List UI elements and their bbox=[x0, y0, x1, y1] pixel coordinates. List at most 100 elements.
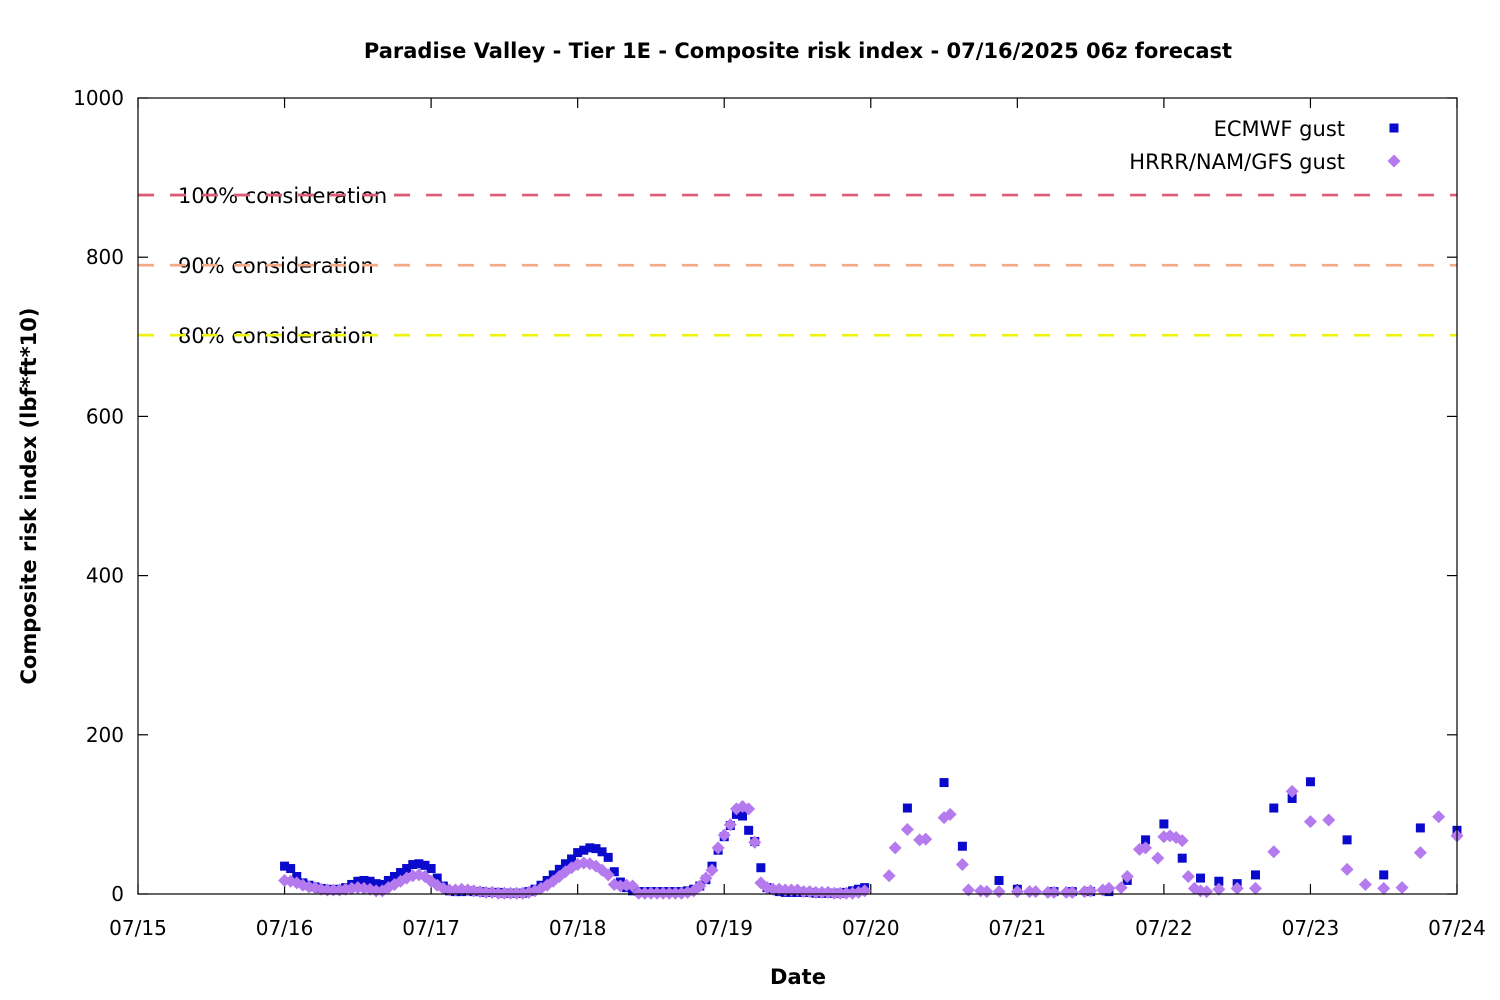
data-point bbox=[579, 845, 589, 855]
y-axis-label: Composite risk index (lbf*ft*10) bbox=[17, 307, 41, 684]
data-point bbox=[756, 863, 766, 873]
data-point bbox=[286, 864, 296, 874]
data-point bbox=[396, 868, 406, 878]
data-point bbox=[744, 825, 754, 835]
legend-marker bbox=[1389, 123, 1399, 133]
y-tick-label: 800 bbox=[86, 245, 124, 269]
data-point bbox=[567, 854, 577, 864]
data-point bbox=[1139, 841, 1153, 855]
data-point bbox=[705, 863, 719, 877]
data-point bbox=[359, 875, 369, 885]
data-point bbox=[711, 841, 725, 855]
data-point bbox=[957, 841, 967, 851]
data-point bbox=[1322, 813, 1336, 827]
data-point bbox=[1287, 793, 1297, 803]
x-tick-label: 07/20 bbox=[842, 916, 900, 940]
data-point bbox=[1065, 885, 1079, 899]
x-tick-label: 07/19 bbox=[695, 916, 753, 940]
data-point bbox=[1212, 882, 1226, 896]
x-tick-label: 07/24 bbox=[1428, 916, 1486, 940]
data-point bbox=[1358, 877, 1372, 891]
data-point bbox=[554, 864, 564, 874]
data-point bbox=[1377, 881, 1391, 895]
x-tick-label: 07/15 bbox=[109, 916, 167, 940]
data-point bbox=[408, 860, 418, 870]
x-tick-label: 07/23 bbox=[1282, 916, 1340, 940]
data-point bbox=[609, 867, 619, 877]
data-point bbox=[414, 859, 424, 869]
data-point bbox=[1267, 845, 1281, 859]
x-tick-label: 07/22 bbox=[1135, 916, 1193, 940]
data-point bbox=[432, 873, 442, 883]
data-point bbox=[738, 811, 748, 821]
data-point bbox=[994, 875, 1004, 885]
data-point bbox=[1340, 862, 1354, 876]
data-points bbox=[278, 777, 1464, 900]
data-point bbox=[961, 883, 975, 897]
data-point bbox=[1200, 885, 1214, 899]
data-point bbox=[919, 832, 933, 846]
data-point bbox=[939, 778, 949, 788]
y-tick-label: 1000 bbox=[73, 86, 124, 110]
data-point bbox=[1214, 876, 1224, 886]
data-point bbox=[1010, 885, 1024, 899]
legend-entry-label: HRRR/NAM/GFS gust bbox=[1129, 150, 1345, 174]
data-point bbox=[1305, 777, 1315, 787]
data-point bbox=[371, 879, 381, 889]
data-point bbox=[1413, 846, 1427, 860]
data-point bbox=[1120, 869, 1134, 883]
data-point bbox=[888, 841, 902, 855]
x-tick-label: 07/21 bbox=[989, 916, 1047, 940]
data-point bbox=[1342, 835, 1352, 845]
y-tick-label: 0 bbox=[111, 882, 124, 906]
data-point bbox=[383, 875, 393, 885]
data-point bbox=[1196, 873, 1206, 883]
data-point bbox=[1151, 851, 1165, 865]
data-point bbox=[1175, 834, 1189, 848]
series-diamond bbox=[278, 784, 1464, 900]
data-point bbox=[1303, 815, 1317, 829]
y-tick-label: 600 bbox=[86, 404, 124, 428]
legend-marker bbox=[1387, 154, 1401, 168]
data-point bbox=[900, 823, 914, 837]
y-tick-label: 200 bbox=[86, 723, 124, 747]
data-point bbox=[420, 860, 430, 870]
data-point bbox=[365, 876, 375, 886]
data-point bbox=[560, 859, 570, 869]
legend: ECMWF gust HRRR/NAM/GFS gust bbox=[1129, 117, 1401, 174]
y-axis-ticks: 0 200 400 600 800 1000 bbox=[73, 86, 1457, 906]
data-point bbox=[1415, 823, 1425, 833]
data-point bbox=[882, 869, 896, 883]
data-point bbox=[1230, 881, 1244, 895]
data-point bbox=[1047, 885, 1061, 899]
data-point bbox=[1029, 885, 1043, 899]
data-point bbox=[1379, 870, 1389, 880]
data-point bbox=[902, 803, 912, 813]
series-square bbox=[280, 777, 1462, 898]
y-tick-label: 400 bbox=[86, 564, 124, 588]
data-point bbox=[943, 807, 957, 821]
data-point bbox=[1395, 881, 1409, 895]
data-point bbox=[626, 879, 640, 893]
data-point bbox=[603, 852, 613, 862]
data-point bbox=[426, 864, 436, 874]
x-tick-label: 07/17 bbox=[402, 916, 460, 940]
data-point bbox=[748, 835, 762, 849]
data-point bbox=[591, 844, 601, 854]
data-point bbox=[1181, 869, 1195, 883]
data-point bbox=[389, 871, 399, 881]
data-point bbox=[280, 861, 290, 871]
data-point bbox=[1114, 881, 1128, 895]
x-tick-label: 07/16 bbox=[256, 916, 314, 940]
plot-area-frame bbox=[137, 97, 1458, 895]
data-point bbox=[1141, 835, 1151, 845]
data-point bbox=[597, 847, 607, 857]
data-point bbox=[1269, 803, 1279, 813]
data-point bbox=[723, 818, 737, 832]
data-point bbox=[1285, 784, 1299, 798]
data-point bbox=[1177, 853, 1187, 863]
data-point bbox=[1250, 870, 1260, 880]
data-point bbox=[699, 871, 713, 885]
data-point bbox=[980, 885, 994, 899]
data-point bbox=[742, 802, 756, 816]
